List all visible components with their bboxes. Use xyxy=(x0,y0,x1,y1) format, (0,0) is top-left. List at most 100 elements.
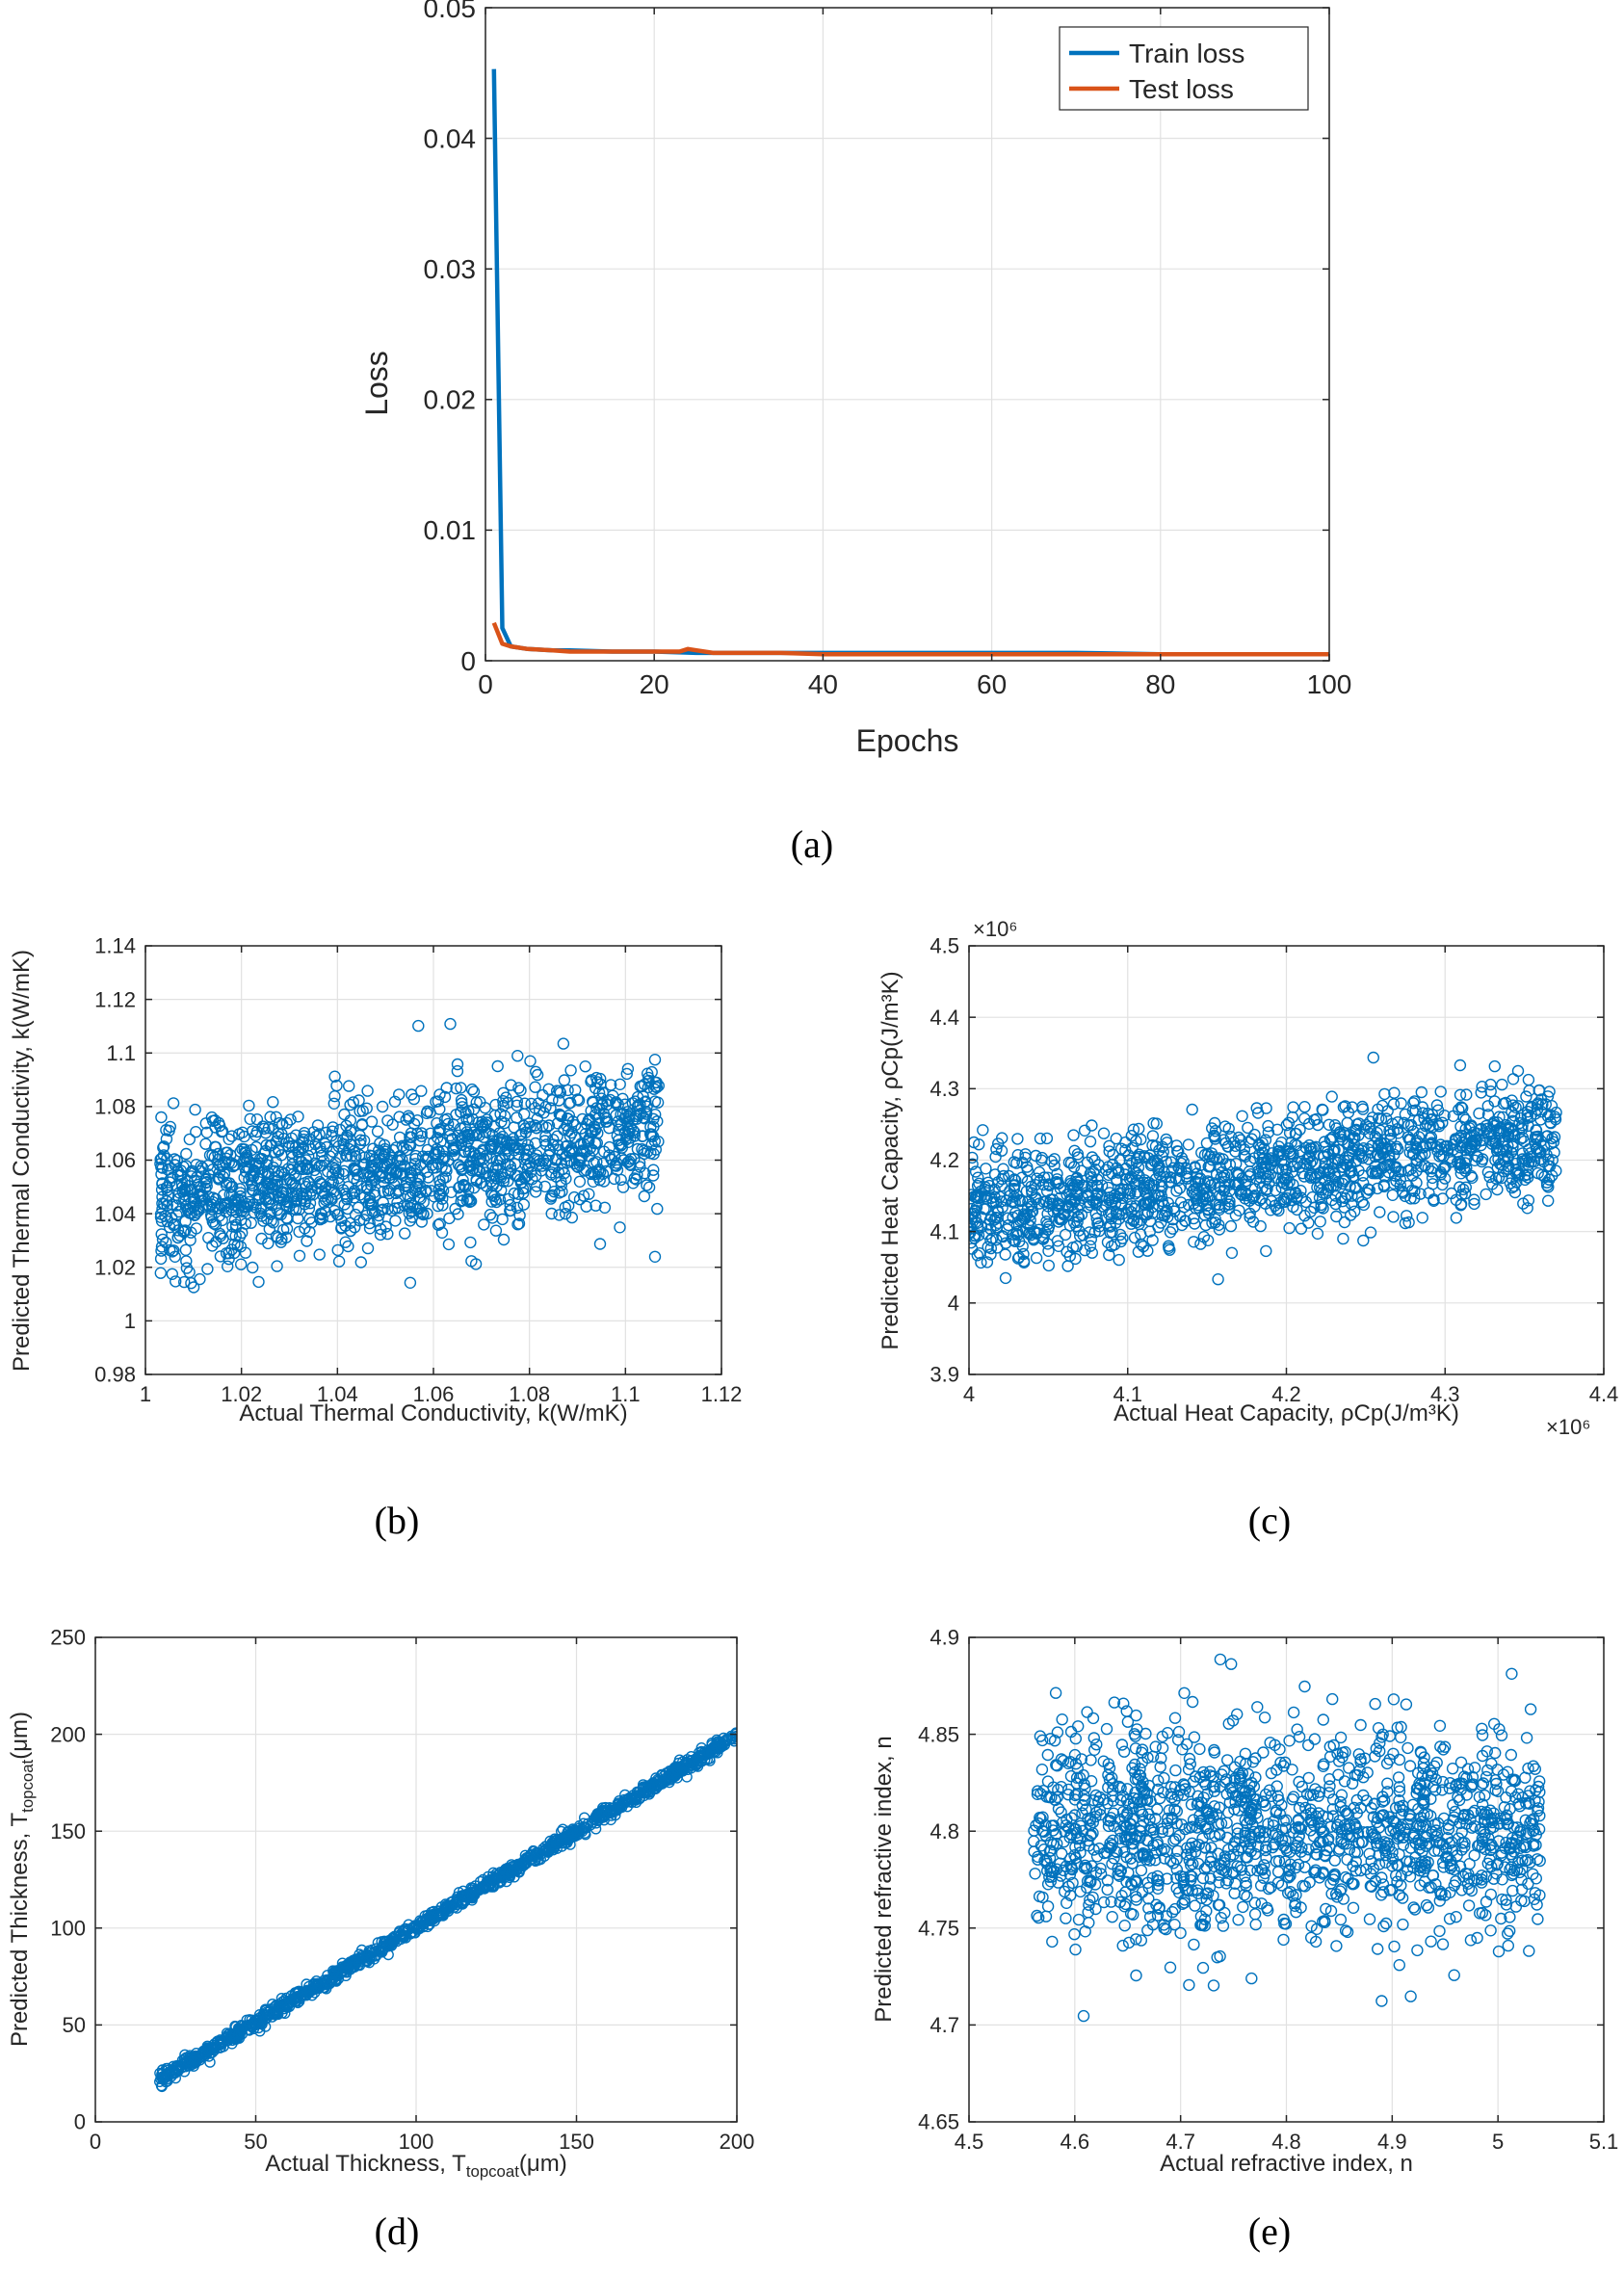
scatter-point xyxy=(183,1207,196,1219)
scatter-point xyxy=(1242,1121,1254,1135)
scatter-point xyxy=(1154,1185,1167,1198)
scatter-point xyxy=(1330,1122,1343,1135)
scatter-point xyxy=(1436,1775,1450,1789)
scatter-point xyxy=(424,1106,436,1119)
scatter-point xyxy=(1338,1216,1351,1229)
scatter-point xyxy=(642,1181,656,1193)
scatter-point xyxy=(1063,1184,1077,1197)
scatter-point xyxy=(515,1128,528,1140)
scatter-point xyxy=(261,2006,273,2018)
scatter-point xyxy=(301,1175,315,1188)
x-tick-label: 4.1 xyxy=(1113,1382,1142,1406)
scatter-point xyxy=(1376,1886,1390,1898)
scatter-point xyxy=(218,1167,231,1181)
scatter-point xyxy=(580,1164,592,1177)
scatter-point xyxy=(249,2017,261,2028)
y-exponent-label: ×10⁶ xyxy=(973,917,1017,941)
scatter-point xyxy=(228,1198,241,1212)
y-tick-label: 4.3 xyxy=(930,1077,959,1101)
scatter-point xyxy=(1506,1137,1519,1150)
scatter-point xyxy=(313,1128,326,1140)
scatter-point xyxy=(1232,1176,1245,1190)
scatter-point xyxy=(174,1168,188,1182)
scatter-point xyxy=(377,1203,389,1216)
scatter-point xyxy=(240,1197,253,1211)
scatter-point xyxy=(211,1202,223,1215)
scatter-point xyxy=(349,1208,362,1221)
scatter-point xyxy=(1548,1131,1561,1143)
scatter-point xyxy=(511,1201,524,1215)
scatter-point xyxy=(1408,1095,1421,1108)
scatter-point xyxy=(1247,1190,1260,1203)
scatter-point xyxy=(316,1178,328,1190)
scatter-point xyxy=(1317,1165,1330,1179)
scatter-point xyxy=(1196,1961,1210,1974)
scatter-point xyxy=(400,1176,413,1189)
scatter-point xyxy=(1532,1144,1545,1158)
scatter-point xyxy=(160,1123,172,1137)
scatter-point xyxy=(1513,1167,1526,1181)
scatter-point xyxy=(988,1214,1001,1226)
scatter-point xyxy=(1078,1778,1090,1791)
scatter-point xyxy=(459,1107,472,1119)
scatter-point xyxy=(1497,1164,1510,1178)
scatter-point xyxy=(1107,1148,1119,1161)
scatter-point xyxy=(467,1103,481,1115)
scatter-point xyxy=(1160,1170,1172,1184)
scatter-point xyxy=(1325,1090,1338,1103)
y-tick-label: 4.4 xyxy=(930,1006,959,1030)
scatter-point xyxy=(214,1230,227,1242)
scatter-point xyxy=(275,1191,287,1204)
scatter-point xyxy=(589,1109,602,1121)
scatter-point xyxy=(465,1083,479,1096)
scatter-point xyxy=(254,2026,266,2037)
scatter-point xyxy=(985,1232,999,1244)
scatter-point xyxy=(1189,1161,1201,1173)
scatter-point xyxy=(539,1100,552,1113)
scatter-point xyxy=(185,1226,197,1239)
scatter-point xyxy=(489,1224,503,1237)
scatter-point xyxy=(1035,1763,1049,1776)
data-layer xyxy=(153,1727,737,2093)
scatter-point xyxy=(381,1227,394,1241)
scatter-point xyxy=(293,1249,306,1263)
scatter-point xyxy=(598,1806,610,1817)
scatter-point xyxy=(502,1192,515,1206)
scatter-point xyxy=(308,1164,321,1177)
scatter-point xyxy=(1302,1117,1316,1131)
scatter-point xyxy=(270,1111,282,1124)
scatter-point xyxy=(1101,1874,1114,1887)
scatter-point xyxy=(577,1190,590,1202)
scatter-point xyxy=(283,1173,297,1187)
scatter-point xyxy=(1124,1184,1137,1197)
scatter-point xyxy=(1367,1051,1380,1064)
scatter-point xyxy=(1401,1741,1414,1755)
scatter-point xyxy=(430,1095,442,1109)
scatter-point xyxy=(1328,1143,1341,1157)
scatter-point xyxy=(620,1067,633,1081)
scatter-point xyxy=(573,1175,587,1189)
scatter-point xyxy=(1270,1123,1284,1137)
x-tick-label: 40 xyxy=(808,669,838,699)
scatter-point xyxy=(514,1084,527,1097)
scatter-point xyxy=(1509,1164,1522,1177)
scatter-point xyxy=(555,1110,567,1123)
scatter-point xyxy=(1406,1169,1419,1182)
scatter-point xyxy=(300,1163,313,1176)
scatter-point xyxy=(307,1126,320,1138)
scatter-point xyxy=(298,1126,311,1139)
scatter-point xyxy=(1523,1085,1535,1097)
scatter-point xyxy=(586,1074,598,1086)
scatter-point xyxy=(477,1152,490,1165)
scatter-point xyxy=(1111,1174,1123,1187)
scatter-point xyxy=(229,2027,241,2039)
scatter-point xyxy=(1188,1938,1200,1951)
scatter-point xyxy=(1125,1129,1139,1142)
scatter-point xyxy=(461,1192,475,1205)
scatter-point xyxy=(290,1995,301,2007)
scatter-point xyxy=(1511,1100,1525,1112)
scatter-point xyxy=(272,1165,285,1179)
scatter-point xyxy=(534,1104,546,1117)
scatter-point xyxy=(404,1215,416,1227)
y-tick-label: 1.12 xyxy=(94,987,136,1011)
